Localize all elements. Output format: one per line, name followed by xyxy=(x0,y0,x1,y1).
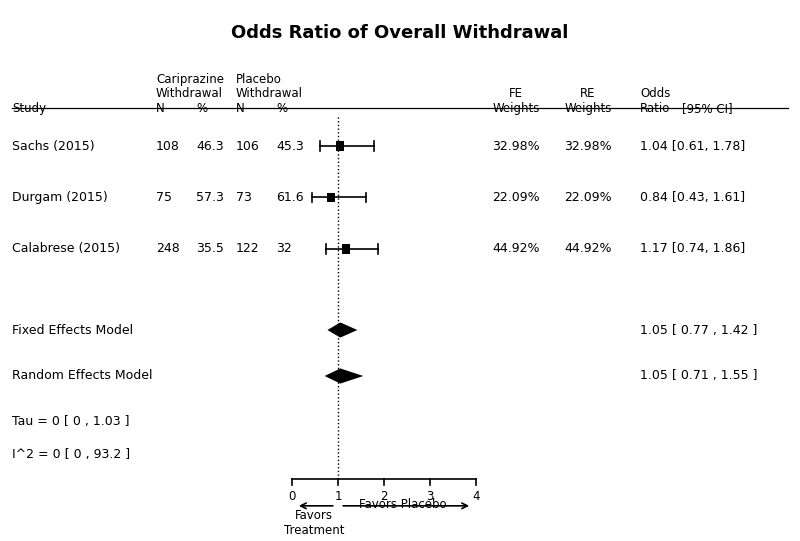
Text: Withdrawal: Withdrawal xyxy=(156,87,223,100)
Text: N: N xyxy=(236,102,245,115)
Text: 122: 122 xyxy=(236,242,260,255)
Text: Cariprazine: Cariprazine xyxy=(156,73,224,86)
Text: 44.92%: 44.92% xyxy=(564,242,612,255)
Text: 248: 248 xyxy=(156,242,180,255)
Text: Random Effects Model: Random Effects Model xyxy=(12,370,153,382)
Text: 75: 75 xyxy=(156,191,172,204)
Text: Withdrawal: Withdrawal xyxy=(236,87,303,100)
Text: 46.3: 46.3 xyxy=(196,140,224,153)
Text: RE: RE xyxy=(580,87,596,100)
Text: %: % xyxy=(196,102,207,115)
Text: 1.17 [0.74, 1.86]: 1.17 [0.74, 1.86] xyxy=(640,242,746,255)
Text: 108: 108 xyxy=(156,140,180,153)
Text: 3: 3 xyxy=(426,490,434,503)
Text: Placebo: Placebo xyxy=(236,73,282,86)
Text: 32.98%: 32.98% xyxy=(492,140,540,153)
Text: 44.92%: 44.92% xyxy=(492,242,540,255)
Text: Odds: Odds xyxy=(640,87,670,100)
Text: [95% CI]: [95% CI] xyxy=(682,102,733,115)
Text: 2: 2 xyxy=(380,490,388,503)
Text: I^2 = 0 [ 0 , 93.2 ]: I^2 = 0 [ 0 , 93.2 ] xyxy=(12,448,130,461)
Text: 0.84 [0.43, 1.61]: 0.84 [0.43, 1.61] xyxy=(640,191,745,204)
Text: 1.05 [ 0.77 , 1.42 ]: 1.05 [ 0.77 , 1.42 ] xyxy=(640,324,758,337)
Text: 22.09%: 22.09% xyxy=(564,191,612,204)
Text: 73: 73 xyxy=(236,191,252,204)
Text: Odds Ratio of Overall Withdrawal: Odds Ratio of Overall Withdrawal xyxy=(231,24,569,42)
Text: Favors Placebo: Favors Placebo xyxy=(358,498,446,511)
Text: Ratio: Ratio xyxy=(640,102,670,115)
Text: 22.09%: 22.09% xyxy=(492,191,540,204)
Text: Study: Study xyxy=(12,102,46,115)
Text: FE: FE xyxy=(509,87,523,100)
Text: Weights: Weights xyxy=(564,102,612,115)
Text: 1.05 [ 0.71 , 1.55 ]: 1.05 [ 0.71 , 1.55 ] xyxy=(640,370,758,382)
Text: Weights: Weights xyxy=(492,102,540,115)
Text: %: % xyxy=(276,102,287,115)
Text: 1: 1 xyxy=(334,490,342,503)
Text: 32.98%: 32.98% xyxy=(564,140,612,153)
Text: N: N xyxy=(156,102,165,115)
Text: 32: 32 xyxy=(276,242,292,255)
Text: Calabrese (2015): Calabrese (2015) xyxy=(12,242,120,255)
Text: 4: 4 xyxy=(472,490,480,503)
Text: 1.04 [0.61, 1.78]: 1.04 [0.61, 1.78] xyxy=(640,140,746,153)
Text: 106: 106 xyxy=(236,140,260,153)
Text: 35.5: 35.5 xyxy=(196,242,224,255)
Text: Favors
Treatment: Favors Treatment xyxy=(284,509,344,537)
Text: Durgam (2015): Durgam (2015) xyxy=(12,191,108,204)
Text: Fixed Effects Model: Fixed Effects Model xyxy=(12,324,133,337)
Text: 57.3: 57.3 xyxy=(196,191,224,204)
Text: 0: 0 xyxy=(288,490,296,503)
Text: 45.3: 45.3 xyxy=(276,140,304,153)
Text: Sachs (2015): Sachs (2015) xyxy=(12,140,94,153)
Text: Tau = 0 [ 0 , 1.03 ]: Tau = 0 [ 0 , 1.03 ] xyxy=(12,415,130,428)
Text: 61.6: 61.6 xyxy=(276,191,304,204)
